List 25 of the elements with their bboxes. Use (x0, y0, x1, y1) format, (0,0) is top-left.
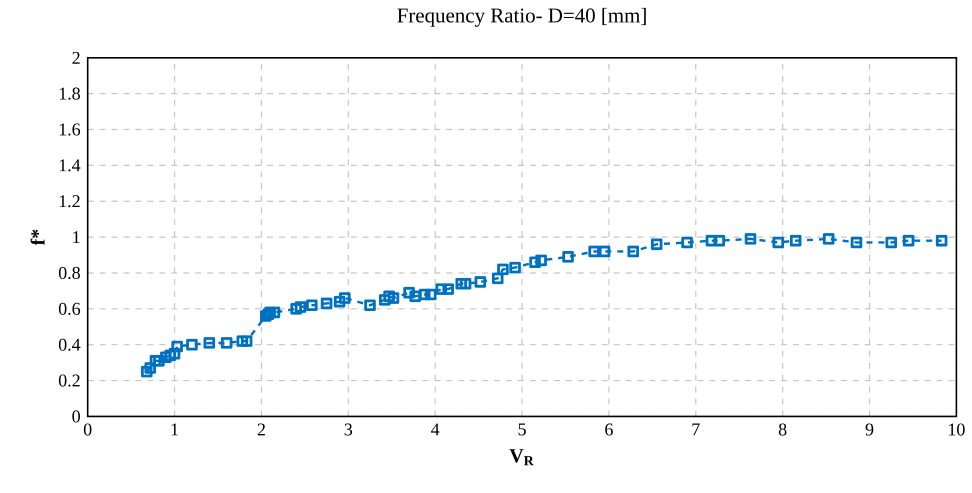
y-tick-label: 1.4 (60, 159, 80, 172)
y-tick-label: 2 (72, 52, 80, 64)
y-tick-label: 0.4 (58, 338, 80, 351)
x-tick-label: 2 (258, 423, 265, 436)
y-tick-label: 1.2 (60, 195, 80, 208)
x-tick-label: 4 (431, 423, 440, 436)
x-tick-label: 1 (172, 423, 178, 436)
x-tick-label: 3 (344, 423, 352, 436)
x-tick-label: 5 (518, 423, 526, 436)
x-tick-label: 8 (778, 423, 786, 436)
y-tick-label: 1 (73, 231, 80, 243)
x-tick-label: 0 (84, 423, 92, 436)
y-tick-label: 0.8 (58, 266, 80, 279)
y-tick-label: 1.6 (60, 123, 80, 136)
x-tick-label: 7 (692, 423, 700, 436)
x-tick-label: 9 (866, 423, 874, 436)
x-axis-title: V$_{R}$ (510, 449, 534, 466)
chart-title: Frequency Ratio- D=40 [mm] (397, 8, 646, 27)
x-tick-label: 10 (948, 423, 965, 436)
y-axis-title: f* (30, 230, 45, 246)
y-tick-label: 0.2 (58, 374, 80, 387)
y-tick-label: 1.8 (60, 87, 80, 100)
x-tick-label: 6 (605, 423, 613, 436)
y-tick-label: 0.6 (58, 302, 80, 315)
y-tick-label: 0 (72, 410, 80, 422)
